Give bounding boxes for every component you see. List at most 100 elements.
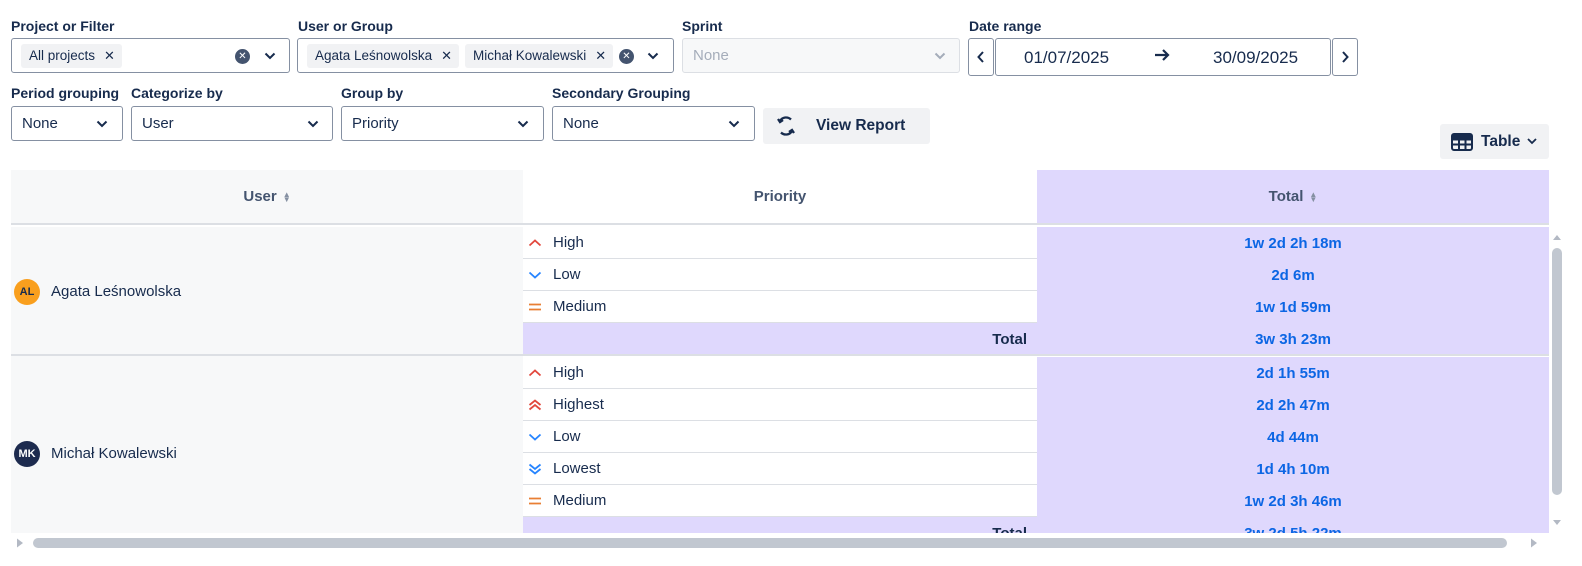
table-row: Medium [523, 485, 1037, 517]
table-row: Highest [523, 389, 1037, 421]
chevron-down-icon [931, 47, 949, 65]
view-report-label: View Report [816, 117, 906, 134]
user-name: Agata Leśnowolska [51, 283, 182, 300]
categorize-by-value: User [142, 115, 174, 132]
sort-icon: ▲ ▼ [1309, 189, 1318, 204]
group-divider [11, 354, 1549, 356]
subtotal-link[interactable]: 3w 2d 5h 22m [1037, 517, 1549, 533]
priority-label: Lowest [553, 460, 601, 477]
user-group-select[interactable]: Agata Leśnowolska ✕ Michał Kowalewski ✕ … [297, 38, 674, 73]
group-by-select[interactable]: Priority [341, 106, 544, 141]
chevron-down-icon[interactable] [261, 47, 279, 65]
avatar: AL [14, 278, 40, 305]
user-chip: Michał Kowalewski ✕ [464, 43, 614, 68]
subtotal-label: Total [523, 323, 1037, 355]
remove-chip-icon[interactable]: ✕ [441, 47, 452, 63]
priority-label: Highest [553, 396, 604, 413]
total-link[interactable]: 2d 2h 47m [1037, 389, 1549, 421]
priority-label: Medium [553, 492, 607, 509]
total-link[interactable]: 2d 6m [1037, 259, 1549, 291]
user-filter-label: User or Group [298, 18, 393, 34]
priority-high-icon [527, 235, 543, 251]
column-header-priority: Priority [523, 170, 1037, 225]
priority-high-icon [527, 365, 543, 381]
date-from[interactable]: 01/07/2025 [1024, 48, 1110, 67]
total-link[interactable]: 1d 4h 10m [1037, 453, 1549, 485]
column-header-total[interactable]: Total ▲ ▼ [1037, 170, 1549, 225]
priority-medium-icon [527, 493, 543, 509]
project-chip-label: All projects [29, 48, 96, 63]
view-report-button[interactable]: View Report [763, 108, 930, 144]
categorize-by-label: Categorize by [131, 85, 223, 101]
subtotal-label: Total [523, 517, 1037, 533]
previous-period-button[interactable] [968, 38, 994, 76]
group-by-value: Priority [352, 115, 399, 132]
chevron-right-icon [1342, 51, 1349, 63]
project-select[interactable]: All projects ✕ ✕ [11, 38, 290, 73]
period-grouping-value: None [22, 115, 58, 132]
priority-label: High [553, 234, 584, 251]
column-header-user-label: User [243, 188, 277, 205]
view-toggle-button[interactable]: Table [1440, 124, 1549, 159]
table-row: High [523, 357, 1037, 389]
vertical-scrollbar[interactable] [1550, 228, 1564, 533]
table-row: Lowest [523, 453, 1037, 485]
priority-low-icon [527, 429, 543, 445]
table-row: High [523, 227, 1037, 259]
user-chip-label: Agata Leśnowolska [315, 48, 433, 63]
user-cell: AL Agata Leśnowolska [11, 227, 523, 356]
secondary-grouping-select[interactable]: None [552, 106, 755, 141]
table-icon [1451, 132, 1473, 151]
user-chip-label: Michał Kowalewski [472, 48, 587, 63]
next-period-button[interactable] [1332, 38, 1358, 76]
arrow-right-icon [1153, 46, 1171, 67]
table-row: Low [523, 421, 1037, 453]
chevron-down-icon [725, 115, 743, 133]
view-toggle-label: Table [1481, 132, 1521, 150]
table-row: Low [523, 259, 1037, 291]
total-link[interactable]: 1w 1d 59m [1037, 291, 1549, 323]
priority-highest-icon [527, 397, 543, 413]
date-to[interactable]: 30/09/2025 [1213, 48, 1299, 67]
remove-chip-icon[interactable]: ✕ [595, 47, 607, 63]
sprint-filter-label: Sprint [682, 18, 723, 34]
chevron-left-icon [977, 51, 984, 63]
report-table: User ▲ ▼ Priority Total ▲ ▼ AL Agata Leśno… [11, 170, 1549, 533]
group-by-label: Group by [341, 85, 404, 101]
period-grouping-select[interactable]: None [11, 106, 123, 141]
priority-label: Low [553, 266, 581, 283]
refresh-icon [775, 115, 797, 137]
avatar: MK [14, 440, 40, 467]
chevron-down-icon [93, 115, 111, 133]
subtotal-link[interactable]: 3w 3h 23m [1037, 323, 1549, 355]
total-link[interactable]: 1w 2d 2h 18m [1037, 227, 1549, 259]
clear-icon[interactable]: ✕ [619, 49, 634, 64]
chevron-down-icon[interactable] [644, 47, 662, 65]
column-header-priority-label: Priority [753, 188, 807, 205]
date-range-label: Date range [969, 18, 1042, 34]
total-link[interactable]: 2d 1h 55m [1037, 357, 1549, 389]
column-header-user[interactable]: User ▲ ▼ [11, 170, 523, 225]
project-chip: All projects ✕ [21, 43, 122, 68]
date-range-field[interactable]: 01/07/2025 30/09/2025 [995, 38, 1331, 76]
clear-icon[interactable]: ✕ [235, 49, 250, 64]
user-cell: MK Michał Kowalewski [11, 356, 523, 533]
secondary-grouping-value: None [563, 115, 599, 132]
categorize-by-select[interactable]: User [131, 106, 333, 141]
column-header-total-label: Total [1268, 188, 1304, 205]
priority-low-icon [527, 267, 543, 283]
priority-medium-icon [527, 299, 543, 315]
user-chip: Agata Leśnowolska ✕ [307, 43, 459, 68]
chevron-down-icon [514, 115, 532, 133]
priority-label: High [553, 364, 584, 381]
priority-label: Medium [553, 298, 607, 315]
secondary-grouping-label: Secondary Grouping [552, 85, 691, 101]
total-link[interactable]: 1w 2d 3h 46m [1037, 485, 1549, 517]
sprint-select[interactable]: None [682, 38, 960, 73]
sort-icon: ▲ ▼ [282, 189, 291, 204]
period-grouping-label: Period grouping [11, 85, 120, 101]
table-row: Medium [523, 291, 1037, 323]
horizontal-scrollbar[interactable] [11, 533, 1549, 553]
remove-chip-icon[interactable]: ✕ [104, 47, 115, 63]
total-link[interactable]: 4d 44m [1037, 421, 1549, 453]
